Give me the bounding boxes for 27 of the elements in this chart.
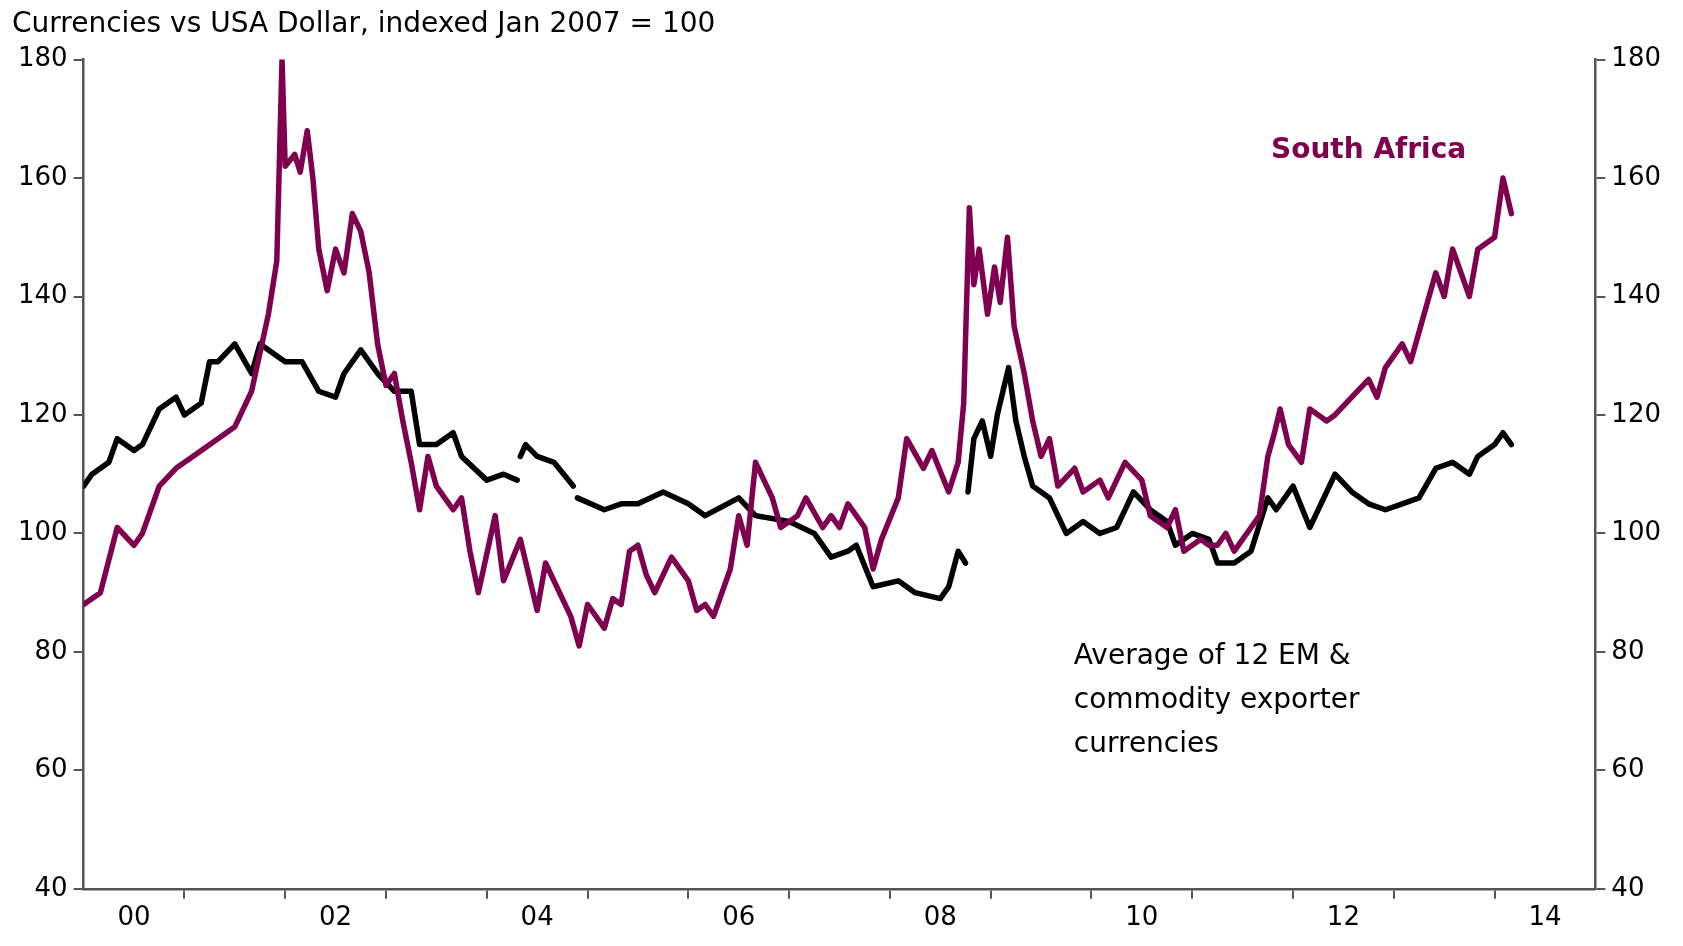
- y2-tick-label: 60: [1611, 753, 1645, 784]
- y2-tick-label: 140: [1611, 279, 1662, 310]
- text: Average of 12 EM & commodity exporter currencies: [1073, 637, 1360, 759]
- y2-tick-label: 80: [1611, 634, 1645, 665]
- x-tick-label: 02: [319, 901, 353, 932]
- x-tick-label: 00: [117, 901, 151, 932]
- y-tick-label: 180: [17, 42, 68, 73]
- x-tick-label: 06: [722, 901, 756, 932]
- y-tick-label: 60: [34, 753, 68, 784]
- y-tick-label: 80: [34, 634, 68, 665]
- chart-title: Currencies vs USA Dollar, indexed Jan 2007 = 100: [12, 6, 716, 40]
- x-tick-label: 10: [1125, 901, 1159, 932]
- x-tick-label: 14: [1528, 901, 1562, 932]
- y-tick-label: 140: [17, 279, 68, 310]
- y-tick-label: 120: [17, 397, 68, 428]
- x-tick-label: 04: [520, 901, 554, 932]
- y2-tick-label: 100: [1611, 516, 1662, 547]
- series-label: South Africa: [1271, 132, 1467, 166]
- y2-tick-label: 160: [1611, 160, 1662, 191]
- x-tick-label: 08: [923, 901, 957, 932]
- y2-tick-label: 180: [1611, 42, 1662, 73]
- y2-tick-label: 120: [1611, 397, 1662, 428]
- x-tick-label: 12: [1326, 901, 1360, 932]
- y-tick-label: 160: [17, 160, 68, 191]
- y-tick-label: 40: [34, 871, 68, 902]
- y-tick-label: 100: [17, 516, 68, 547]
- y2-tick-label: 40: [1611, 871, 1645, 902]
